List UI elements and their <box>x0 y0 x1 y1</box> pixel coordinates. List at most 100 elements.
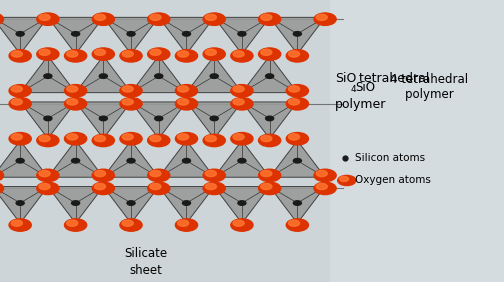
Circle shape <box>72 201 80 205</box>
Circle shape <box>122 134 133 140</box>
Circle shape <box>261 135 272 142</box>
Circle shape <box>92 13 114 25</box>
Circle shape <box>175 85 198 97</box>
Circle shape <box>205 183 216 190</box>
Circle shape <box>155 116 163 121</box>
Circle shape <box>155 74 163 78</box>
Circle shape <box>39 14 50 20</box>
Circle shape <box>286 219 308 231</box>
Polygon shape <box>131 56 186 92</box>
Circle shape <box>65 98 87 110</box>
Circle shape <box>44 116 52 121</box>
Circle shape <box>148 169 170 182</box>
Circle shape <box>231 133 253 145</box>
Bar <box>330 0 504 282</box>
Polygon shape <box>0 17 48 54</box>
Polygon shape <box>0 141 48 177</box>
Circle shape <box>94 14 105 20</box>
Circle shape <box>259 13 281 25</box>
Circle shape <box>72 158 80 163</box>
Circle shape <box>0 13 4 25</box>
Polygon shape <box>103 187 159 223</box>
Circle shape <box>314 182 336 195</box>
Circle shape <box>231 219 253 231</box>
Polygon shape <box>159 187 214 223</box>
Circle shape <box>11 134 22 140</box>
Circle shape <box>231 98 253 110</box>
Text: SiO: SiO <box>355 81 375 94</box>
Circle shape <box>65 50 87 62</box>
Circle shape <box>266 116 274 121</box>
Text: Oxygen atoms: Oxygen atoms <box>355 175 431 186</box>
Polygon shape <box>186 102 242 139</box>
Circle shape <box>39 183 50 190</box>
Circle shape <box>39 135 50 142</box>
Polygon shape <box>20 102 76 139</box>
Circle shape <box>175 133 198 145</box>
Circle shape <box>293 32 301 36</box>
Circle shape <box>122 220 133 226</box>
Circle shape <box>148 134 170 147</box>
Circle shape <box>67 220 78 226</box>
Circle shape <box>203 169 225 182</box>
Circle shape <box>16 201 24 205</box>
Text: tetrahedral: tetrahedral <box>355 72 430 85</box>
Polygon shape <box>270 17 325 54</box>
Circle shape <box>65 133 87 145</box>
Circle shape <box>120 133 142 145</box>
Circle shape <box>120 219 142 231</box>
Circle shape <box>293 158 301 163</box>
Circle shape <box>205 170 216 177</box>
Circle shape <box>205 49 216 55</box>
Circle shape <box>203 134 225 147</box>
Circle shape <box>233 134 244 140</box>
Circle shape <box>9 85 31 97</box>
Circle shape <box>177 86 188 92</box>
Circle shape <box>203 13 225 25</box>
Circle shape <box>177 220 188 226</box>
Circle shape <box>67 86 78 92</box>
Circle shape <box>92 134 114 147</box>
Circle shape <box>9 219 31 231</box>
Circle shape <box>92 169 114 182</box>
Polygon shape <box>270 187 325 223</box>
Circle shape <box>175 219 198 231</box>
Polygon shape <box>214 141 270 177</box>
Circle shape <box>94 170 105 177</box>
Polygon shape <box>214 187 270 223</box>
Circle shape <box>148 182 170 195</box>
Circle shape <box>182 158 191 163</box>
Circle shape <box>288 134 299 140</box>
Circle shape <box>177 134 188 140</box>
Circle shape <box>120 50 142 62</box>
Circle shape <box>203 48 225 60</box>
Circle shape <box>67 51 78 57</box>
Circle shape <box>316 183 327 190</box>
Polygon shape <box>186 56 242 92</box>
Circle shape <box>288 220 299 226</box>
Text: Silicon atoms: Silicon atoms <box>355 153 425 163</box>
Circle shape <box>16 158 24 163</box>
Circle shape <box>37 134 59 147</box>
Polygon shape <box>103 17 159 54</box>
Text: 4 tetrahedral
        polymer: 4 tetrahedral polymer <box>375 73 469 102</box>
Circle shape <box>65 85 87 97</box>
Circle shape <box>150 49 161 55</box>
Circle shape <box>9 98 31 110</box>
Circle shape <box>288 99 299 105</box>
Circle shape <box>261 183 272 190</box>
Circle shape <box>37 182 59 195</box>
Circle shape <box>67 99 78 105</box>
Circle shape <box>120 85 142 97</box>
Circle shape <box>148 48 170 60</box>
Circle shape <box>182 201 191 205</box>
Circle shape <box>99 74 107 78</box>
Circle shape <box>231 85 253 97</box>
Circle shape <box>286 98 308 110</box>
Circle shape <box>0 169 4 182</box>
Circle shape <box>233 220 244 226</box>
Circle shape <box>288 51 299 57</box>
Circle shape <box>127 32 135 36</box>
Circle shape <box>72 32 80 36</box>
Polygon shape <box>0 187 48 223</box>
